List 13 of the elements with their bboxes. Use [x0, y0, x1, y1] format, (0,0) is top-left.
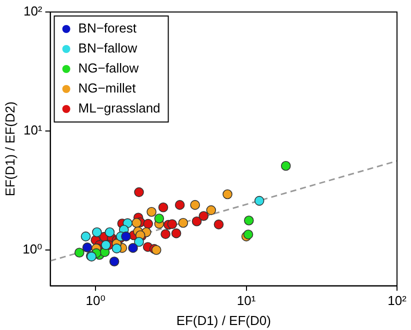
legend-label: NG−fallow — [78, 60, 140, 76]
legend-label: ML−grassland — [78, 100, 160, 116]
x-tick-label: 10² — [388, 293, 408, 308]
x-tick-label: 10⁰ — [86, 293, 106, 308]
x-axis-title: EF(D1) / EF(D0) — [176, 312, 271, 328]
x-tick-label: 10¹ — [236, 293, 256, 308]
y-tick-label: 10² — [23, 4, 43, 19]
legend-label: BN−fallow — [78, 40, 138, 56]
legend-label: NG−millet — [78, 80, 136, 96]
legend-label: BN−forest — [78, 20, 137, 36]
y-axis-title: EF(D1) / EF(D2) — [2, 102, 18, 196]
y-tick-label: 10⁰ — [22, 242, 42, 257]
y-tick-label: 10¹ — [23, 122, 43, 138]
